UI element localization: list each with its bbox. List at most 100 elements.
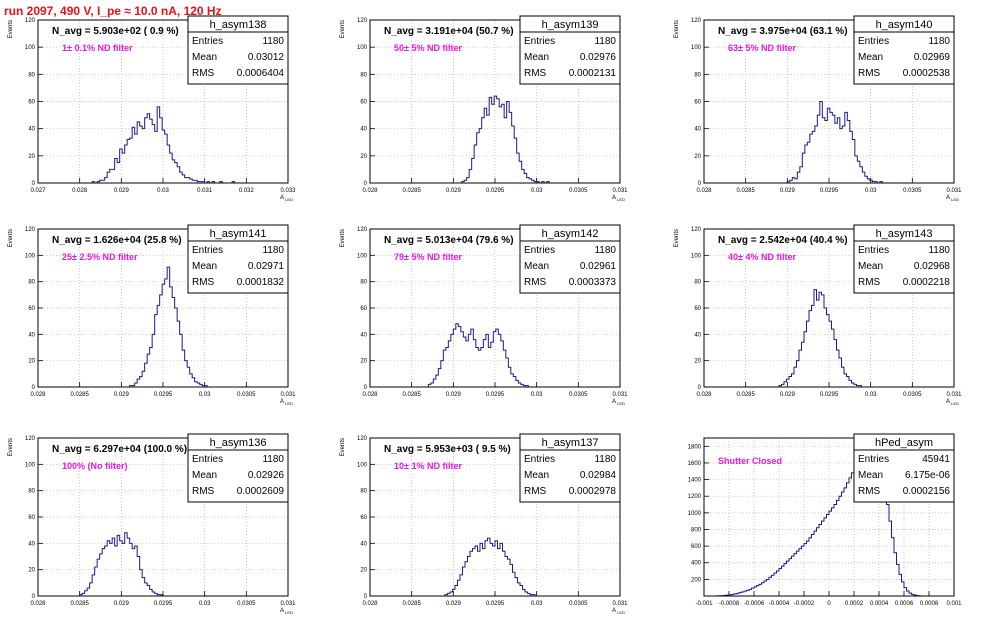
histogram-line [427,323,586,388]
y-tick-label: 800 [691,527,702,533]
histogram-line [444,537,595,597]
stats-mean-value: 0.02926 [248,470,285,481]
x-tick-label: 0.0305 [237,601,256,607]
y-tick-label: 120 [357,18,368,24]
y-tick-label: 20 [28,359,35,365]
x-tick-label: 0.0295 [486,188,505,194]
y-axis-label: Events [674,229,680,247]
x-tick-label: 0.031 [946,188,962,194]
y-tick-label: 60 [28,515,35,521]
stats-box [187,433,289,503]
y-tick-label: 0 [698,385,702,391]
filter-label: 63± 5% ND filter [728,43,796,53]
y-tick-label: 120 [357,436,368,442]
stats-mean-label: Mean [858,52,883,63]
y-tick-label: 0 [32,594,36,600]
x-tick-label: 0.0002 [845,601,864,607]
filter-label: 10± 1% ND filter [394,461,462,471]
x-tick-label: 0.031 [280,601,296,607]
histogram-line [716,439,922,597]
y-tick-label: 100 [25,462,36,468]
y-tick-label: 20 [28,154,35,160]
stats-mean-value: 0.02984 [580,470,617,481]
x-tick-label: 0.03 [157,188,169,194]
y-tick-label: 0 [698,181,702,187]
n-avg-label: N_avg = 5.953e+03 ( 9.5 %) [384,444,511,455]
y-tick-label: 600 [691,544,702,550]
y-tick-label: 40 [28,541,35,547]
x-tick-label: 0.029 [780,392,796,398]
y-tick-label: 20 [360,568,367,574]
stats-mean-label: Mean [192,261,217,272]
stats-entries-label: Entries [192,245,223,256]
y-tick-label: 80 [28,489,35,495]
stats-entries-label: Entries [858,245,889,256]
x-tick-label: 0.031 [280,392,296,398]
y-tick-label: 80 [360,489,367,495]
stats-entries-label: Entries [192,454,223,465]
histogram-line [786,101,920,184]
stats-name: h_asym143 [876,228,933,240]
filter-label: Shutter Closed [718,456,782,466]
stats-mean-value: 0.02968 [914,261,951,272]
y-tick-label: 40 [694,332,701,338]
x-tick-label: 0.03 [865,188,877,194]
x-tick-label: 0.031 [197,188,213,194]
stats-entries-label: Entries [524,245,555,256]
stats-entries-value: 1180 [594,245,616,256]
stats-box [519,433,621,503]
stats-mean-value: 0.02961 [580,261,617,272]
x-tick-label: 0.0305 [569,601,588,607]
stats-rms-label: RMS [192,277,215,288]
plot-frame [369,19,621,184]
y-tick-label: 100 [357,45,368,51]
histogram-line [461,95,587,184]
x-tick-label: 0.0295 [486,601,505,607]
x-tick-label: 0.028 [362,392,378,398]
x-tick-label: 0.031 [612,392,628,398]
y-tick-label: 1000 [688,511,702,517]
stats-entries-value: 1180 [928,36,950,47]
x-tick-label: 0.028 [30,392,46,398]
stats-mean-value: 0.03012 [248,52,285,63]
x-tick-label: 0.029 [446,601,462,607]
stats-entries-label: Entries [524,36,555,47]
stats-mean-label: Mean [858,470,883,481]
plot-frame [37,437,289,597]
x-axis-label: A LED [280,399,293,406]
y-tick-label: 40 [360,332,367,338]
x-tick-label: -0.0008 [719,601,740,607]
stats-entries-value: 1180 [594,454,616,465]
stats-mean-label: Mean [524,52,549,63]
x-axis-label: A LED [612,195,625,202]
x-axis-label: A LED [946,399,959,406]
stats-entries-value: 1180 [594,36,616,47]
histogram-panel-h_asym138: 0.027 0.028 0.029 0.03 0.031 0.032 0.033 0 20 40 6… [8,15,296,202]
y-axis-label: Events [8,20,14,38]
x-tick-label: 0.0295 [820,188,839,194]
n-avg-label: N_avg = 5.903e+02 ( 0.9 %) [52,26,179,37]
stats-rms-label: RMS [192,68,215,79]
stats-name: h_asym136 [210,437,267,449]
stats-rms-label: RMS [524,486,547,497]
y-tick-label: 20 [694,154,701,160]
y-tick-label: 100 [357,253,368,259]
y-tick-label: 80 [694,72,701,78]
x-tick-label: 0.0008 [920,601,939,607]
histogram-panel-hPed_asym: -0.001 -0.0008 -0.0006 -0.0004 -0.0002 0 0.000… [688,433,962,607]
y-tick-label: 20 [360,359,367,365]
y-tick-label: 80 [28,280,35,286]
stats-box [519,224,621,294]
stats-box [853,15,955,85]
stats-entries-value: 1180 [928,245,950,256]
x-tick-label: -0.0004 [769,601,790,607]
y-tick-label: 60 [694,306,701,312]
x-tick-label: 0.0305 [903,392,922,398]
stats-mean-value: 0.02971 [248,261,285,272]
y-tick-label: 120 [691,227,702,233]
x-axis-label: A LED [946,195,959,202]
stats-rms-value: 0.0002538 [903,68,951,79]
x-tick-label: 0.0285 [402,601,421,607]
x-tick-label: 0.0295 [820,392,839,398]
filter-label: 40± 4% ND filter [728,252,796,262]
